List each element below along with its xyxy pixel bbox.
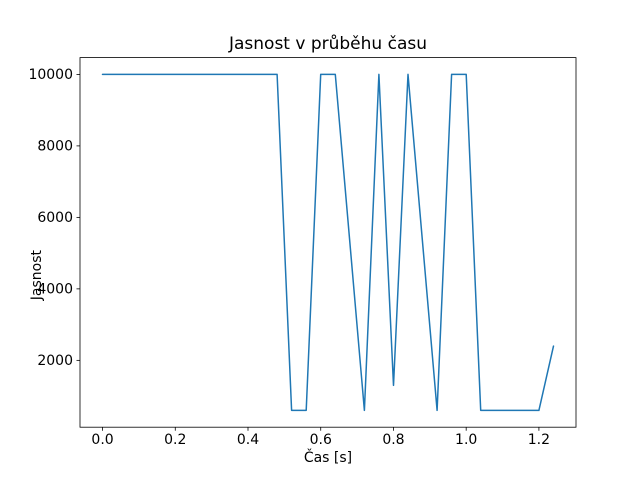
y-tick-label: 8000: [37, 138, 73, 154]
x-axis-label: Čas [s]: [303, 450, 353, 466]
y-tick-label: 4000: [37, 281, 73, 297]
axes-border: [79, 57, 577, 428]
x-tick-label: 0.6: [310, 432, 332, 448]
chart-title: Jasnost v průběhu času: [228, 34, 427, 54]
y-tick-label: 10000: [28, 67, 73, 83]
data-line: [101, 73, 555, 412]
y-tick-label: 2000: [37, 353, 73, 369]
x-tick-label: 0.8: [382, 432, 404, 448]
x-tick-label: 1.2: [528, 432, 550, 448]
y-axis-label-text: Jasnost: [29, 250, 46, 301]
y-tick-label: 6000: [37, 210, 73, 226]
x-tick-label: 0.0: [91, 432, 113, 448]
y-axis-label: Jasnost: [29, 250, 45, 300]
x-tick-label: 0.4: [237, 432, 259, 448]
x-tick-label: 1.0: [455, 432, 477, 448]
x-tick-label: 0.2: [164, 432, 186, 448]
